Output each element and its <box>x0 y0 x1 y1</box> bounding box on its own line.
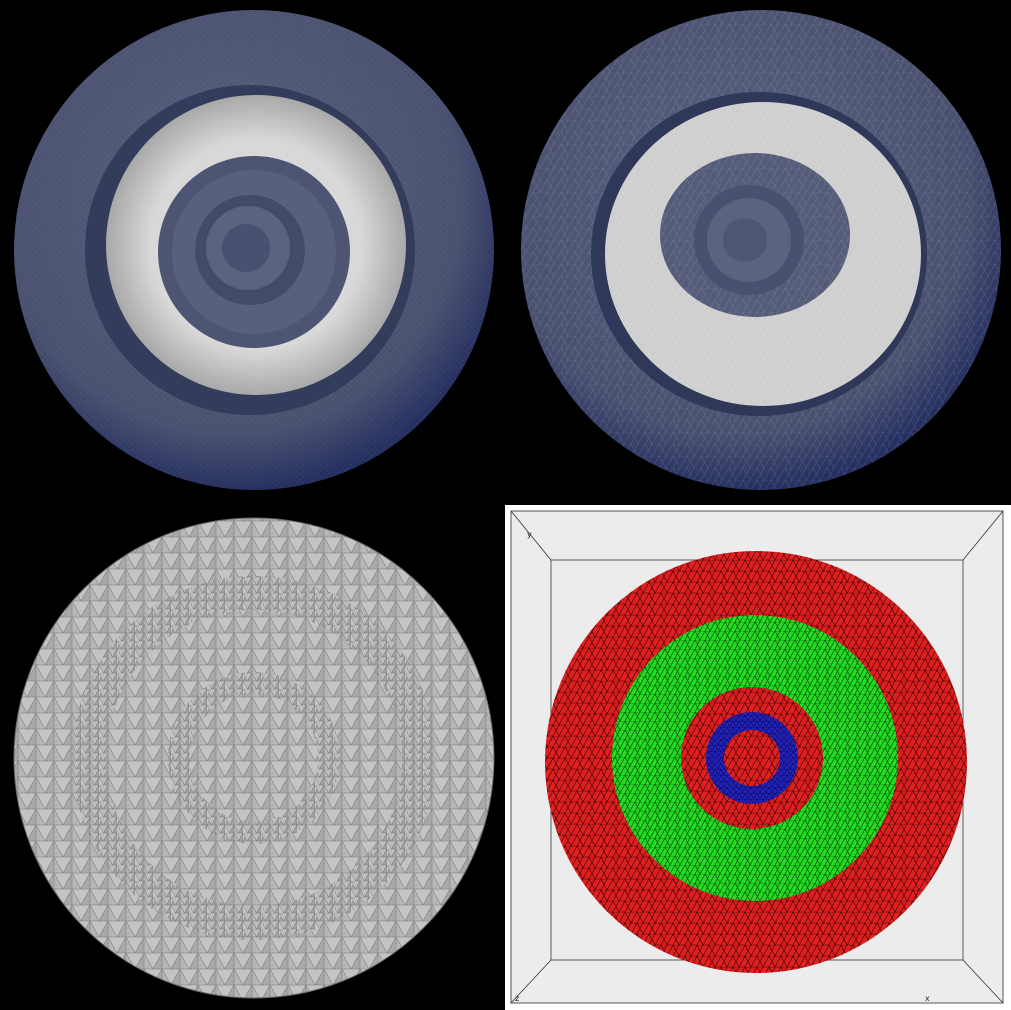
coarse-surface-mesh-view <box>521 10 1001 490</box>
grey-volume-mesh-view <box>13 517 495 999</box>
dense-mesh-band <box>72 576 436 940</box>
y-axis-label: y <box>527 530 532 539</box>
colored-region-mesh-panel: y z x <box>505 505 1011 1010</box>
z-axis-label: z <box>515 994 519 1003</box>
coarse-surface-mesh-panel <box>505 0 1011 505</box>
colored-region-mesh-view: y z x <box>505 505 1011 1010</box>
grey-volume-mesh-panel <box>0 505 505 1010</box>
smooth-surface-mesh-view <box>14 10 494 490</box>
x-axis-label: x <box>925 994 930 1003</box>
smooth-surface-mesh-panel <box>0 0 505 505</box>
core-red-region <box>724 730 780 786</box>
